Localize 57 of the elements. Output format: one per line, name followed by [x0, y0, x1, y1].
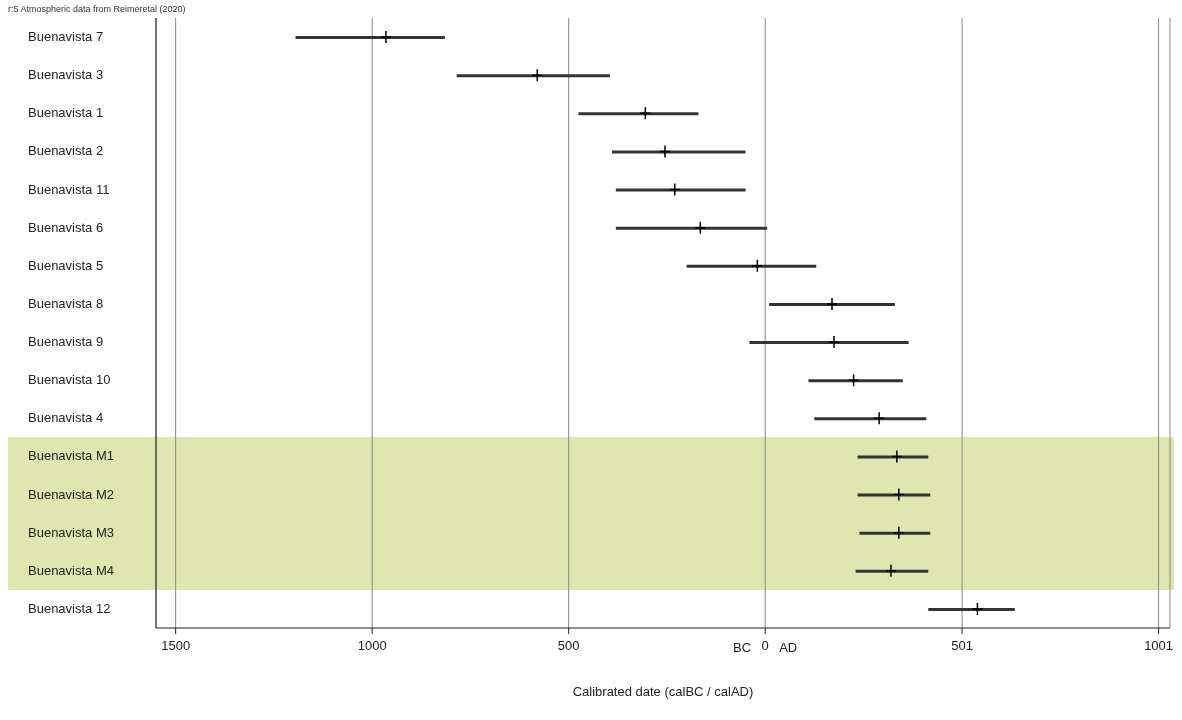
point	[751, 259, 764, 273]
bar	[611, 150, 746, 154]
text: r:5 Atmospheric data from Reimeretal (2020)	[8, 4, 186, 14]
y-tick-label: Buenavista M3	[28, 524, 114, 540]
point	[971, 602, 984, 616]
bar	[578, 112, 699, 116]
bar	[857, 455, 929, 459]
y-tick-label: Buenavista M2	[28, 486, 114, 502]
point	[826, 297, 838, 311]
x-tick-label: 1001	[1144, 638, 1174, 653]
bar	[859, 531, 931, 535]
y-tick-label: Buenavista 12	[28, 600, 111, 616]
y-tick-label: Buenavista 10	[28, 372, 111, 388]
y-tick-label: Buenavista 7	[28, 29, 104, 45]
y-tick-label: Buenavista 1	[28, 105, 104, 121]
bar	[928, 607, 1015, 611]
point	[893, 525, 905, 540]
y-tick-label: Buenavista 6	[28, 219, 104, 235]
bar	[295, 36, 445, 39]
point	[893, 487, 905, 502]
y-tick-label: Buenavista 4	[28, 410, 104, 426]
point	[828, 335, 840, 349]
y-tick-label: Buenavista M1	[28, 448, 114, 464]
point	[659, 144, 671, 159]
bar	[769, 302, 895, 306]
y-tick-label: Buenavista 2	[28, 143, 104, 159]
x-tick-label: 1500	[161, 638, 191, 653]
bar	[456, 74, 610, 78]
point	[669, 182, 681, 197]
bar	[808, 379, 903, 383]
point	[847, 373, 860, 387]
bar	[615, 226, 768, 230]
text: BC	[733, 640, 752, 655]
point	[639, 106, 652, 121]
point	[873, 411, 885, 426]
y-tick-label: Buenavista 3	[28, 67, 104, 83]
bar	[814, 417, 927, 421]
point	[380, 30, 392, 44]
y-tick-label: Buenavista 11	[28, 181, 110, 197]
x-tick-label: 501	[951, 638, 973, 653]
point	[891, 449, 903, 464]
x-tick-label: 500	[557, 638, 580, 653]
y-tick-label: Buenavista M4	[28, 562, 114, 578]
y-tick-label: Buenavista 5	[28, 257, 104, 273]
x-tick-label: 0	[761, 638, 769, 653]
bar	[686, 264, 817, 268]
bar	[615, 188, 746, 192]
bar	[749, 341, 909, 344]
y-tick-label: Buenavista 8	[28, 295, 104, 311]
y-tick-label: Buenavista 9	[28, 334, 104, 350]
bar	[857, 493, 931, 497]
text: AD	[779, 640, 798, 655]
x-tick-label: 1000	[357, 638, 387, 653]
point	[694, 220, 707, 235]
point	[531, 68, 543, 82]
x-axis-title: Calibrated date (calBC / calAD)	[572, 684, 754, 699]
point	[885, 564, 897, 578]
